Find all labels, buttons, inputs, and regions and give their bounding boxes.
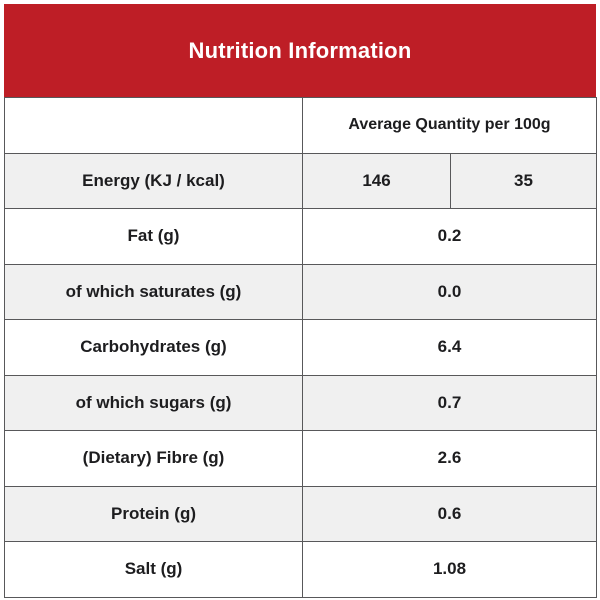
table-row-fibre: (Dietary) Fibre (g) 2.6: [4, 430, 597, 487]
table-row-carbohydrates: Carbohydrates (g) 6.4: [4, 319, 597, 376]
table-row-sugars: of which sugars (g) 0.7: [4, 374, 597, 431]
page-title: Nutrition Information: [188, 37, 412, 63]
row-value: 1.08: [302, 541, 597, 598]
row-value: 0.2: [302, 208, 597, 265]
row-value: 6.4: [302, 319, 597, 376]
row-label: Protein (g): [4, 485, 303, 542]
table-row-saturates: of which saturates (g) 0.0: [4, 263, 597, 320]
row-label: Salt (g): [4, 541, 303, 598]
row-value: 2.6: [302, 430, 597, 487]
row-value: 0.0: [302, 263, 597, 320]
row-label: Fat (g): [4, 208, 303, 265]
row-label: Carbohydrates (g): [4, 319, 303, 376]
header-empty-cell: [4, 97, 303, 154]
row-value: 0.7: [302, 374, 597, 431]
table-row-protein: Protein (g) 0.6: [4, 485, 597, 542]
table-row-fat: Fat (g) 0.2: [4, 208, 597, 265]
nutrition-table: Average Quantity per 100g Energy (KJ / k…: [4, 97, 597, 598]
row-label: of which sugars (g): [4, 374, 303, 431]
row-label: of which saturates (g): [4, 263, 303, 320]
table-row-energy: Energy (KJ / kcal) 146 35: [4, 152, 597, 209]
table-header-row: Average Quantity per 100g: [4, 97, 597, 154]
title-banner: Nutrition Information: [4, 4, 596, 97]
row-value-kj: 146: [302, 152, 451, 209]
row-value: 0.6: [302, 485, 597, 542]
row-label: Energy (KJ / kcal): [4, 152, 303, 209]
row-value-kcal: 35: [450, 152, 597, 209]
row-label: (Dietary) Fibre (g): [4, 430, 303, 487]
table-row-salt: Salt (g) 1.08: [4, 541, 597, 598]
column-header: Average Quantity per 100g: [302, 97, 597, 154]
